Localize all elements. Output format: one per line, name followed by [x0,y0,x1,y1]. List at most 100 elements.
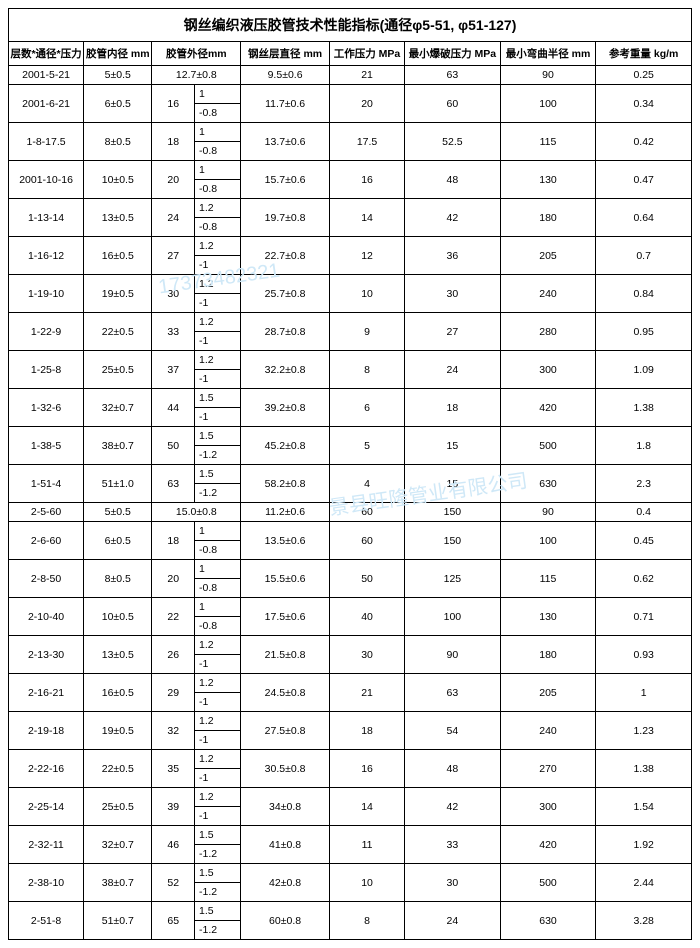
cell: 20 [152,161,195,199]
cell: 26 [152,636,195,674]
cell: 0.93 [596,636,692,674]
table-row: 2001-6-216±0.516111.7±0.620601000.34 [9,85,692,104]
cell: 51±1.0 [84,465,152,503]
cell: 60 [329,503,404,522]
cell: 1.2 [195,750,241,769]
cell: 14 [329,199,404,237]
cell: 2.3 [596,465,692,503]
cell: 2001-10-16 [9,161,84,199]
cell: 39 [152,788,195,826]
cell: -0.8 [195,180,241,199]
cell: 19±0.5 [84,712,152,750]
cell: 2-25-14 [9,788,84,826]
cell: 240 [500,712,596,750]
cell: 10 [329,864,404,902]
cell: 32±0.7 [84,826,152,864]
cell: 15.5±0.6 [241,560,330,598]
cell: 16 [152,85,195,123]
cell: 15 [405,465,501,503]
cell: 205 [500,237,596,275]
cell: 1.38 [596,389,692,427]
cell: 1-22-9 [9,313,84,351]
cell: 10 [329,275,404,313]
cell: 5±0.5 [84,503,152,522]
cell: 2-13-30 [9,636,84,674]
table-row: 1-38-538±0.7501.545.2±0.85155001.8 [9,427,692,446]
cell: 0.47 [596,161,692,199]
cell: 37 [152,351,195,389]
cell: 1.23 [596,712,692,750]
cell: 16 [329,161,404,199]
cell: 1-19-10 [9,275,84,313]
table-row: 1-22-922±0.5331.228.7±0.89272800.95 [9,313,692,332]
cell-od: 12.7±0.8 [152,66,241,85]
cell: 0.45 [596,522,692,560]
cell: 18 [405,389,501,427]
cell: 44 [152,389,195,427]
cell: 22 [152,598,195,636]
cell: 1-38-5 [9,427,84,465]
cell: 20 [152,560,195,598]
table-title: 钢丝编织液压胶管技术性能指标(通径φ5-51, φ51-127) [9,9,692,42]
cell: 180 [500,636,596,674]
cell: 21.5±0.8 [241,636,330,674]
table-row: 2-16-2116±0.5291.224.5±0.821632051 [9,674,692,693]
table-row: 1-51-451±1.0631.558.2±0.84156302.3 [9,465,692,484]
cell: 14 [329,788,404,826]
cell: 115 [500,560,596,598]
cell: 8±0.5 [84,560,152,598]
cell: 30 [329,636,404,674]
cell: 24 [152,199,195,237]
cell: -0.8 [195,142,241,161]
cell: 13.5±0.6 [241,522,330,560]
cell: 2-6-60 [9,522,84,560]
cell: 1 [195,161,241,180]
cell: -1 [195,256,241,275]
cell: 1.2 [195,275,241,294]
cell: 630 [500,902,596,940]
cell: 100 [500,522,596,560]
cell: 16±0.5 [84,674,152,712]
cell: 2.44 [596,864,692,902]
cell: 2-51-8 [9,902,84,940]
table-row: 1-13-1413±0.5241.219.7±0.814421800.64 [9,199,692,218]
cell: 52.5 [405,123,501,161]
cell: 8 [329,351,404,389]
cell: 280 [500,313,596,351]
cell: 30.5±0.8 [241,750,330,788]
cell: 17.5 [329,123,404,161]
cell: 45.2±0.8 [241,427,330,465]
cell: 2-10-40 [9,598,84,636]
cell: 22±0.5 [84,750,152,788]
table-row: 2-32-1132±0.7461.541±0.811334201.92 [9,826,692,845]
header-row: 层数*通径*压力胶管内径 mm胶管外径mm钢丝层直径 mm工作压力 MPa最小爆… [9,42,692,66]
cell: 54 [405,712,501,750]
cell: -1.2 [195,845,241,864]
cell: 1.54 [596,788,692,826]
cell: 1 [195,522,241,541]
table-row: 1-19-1019±0.5301.225.7±0.810302400.84 [9,275,692,294]
cell: 0.34 [596,85,692,123]
cell: 500 [500,427,596,465]
cell: 1.2 [195,788,241,807]
cell: 30 [405,864,501,902]
cell: 10±0.5 [84,161,152,199]
cell: 36 [405,237,501,275]
cell: 115 [500,123,596,161]
col-header: 工作压力 MPa [329,42,404,66]
cell: 60±0.8 [241,902,330,940]
table-row: 2-51-851±0.7651.560±0.88246303.28 [9,902,692,921]
cell: 16 [329,750,404,788]
cell: 10±0.5 [84,598,152,636]
cell: 18 [329,712,404,750]
table-row: 2001-5-215±0.512.7±0.89.5±0.62163900.25 [9,66,692,85]
cell: 8 [329,902,404,940]
col-header: 层数*通径*压力 [9,42,84,66]
cell: -1 [195,370,241,389]
cell: 150 [405,503,501,522]
cell: 16±0.5 [84,237,152,275]
cell: 34±0.8 [241,788,330,826]
cell: 51±0.7 [84,902,152,940]
cell: 39.2±0.8 [241,389,330,427]
cell: 13.7±0.6 [241,123,330,161]
